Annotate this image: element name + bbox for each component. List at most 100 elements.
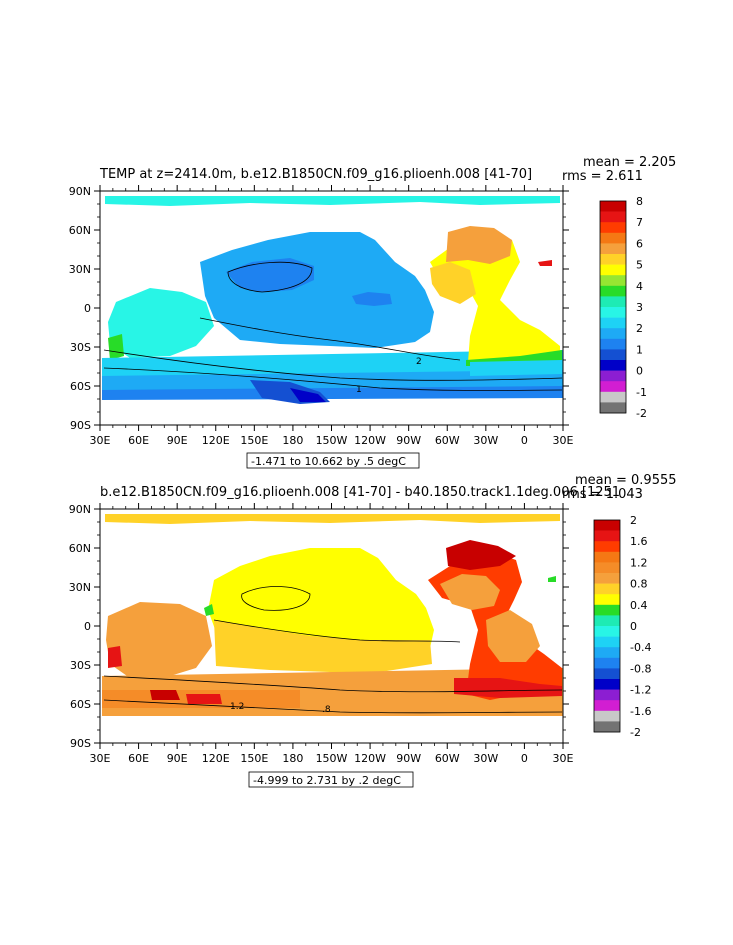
y-tick-label: 90N [69, 503, 91, 516]
colorbar-label: 0 [630, 620, 637, 633]
p1-contour-0 [103, 367, 563, 391]
colorbar-swatch [594, 636, 620, 648]
p2-arctic-band [105, 514, 560, 524]
p1-equatorial-patch [352, 292, 392, 306]
colorbar-label: 0 [636, 365, 643, 378]
panel-2-contour-info: -4.999 to 2.731 by .2 degC [253, 774, 401, 787]
p1-contour-2 [199, 317, 461, 361]
panel-2-rms: rms = 1.043 [562, 487, 643, 502]
x-tick-label: 30E [90, 752, 111, 765]
colorbar-label: 2 [636, 322, 643, 335]
x-tick-label: 150W [316, 752, 348, 765]
colorbar-swatch [600, 201, 626, 212]
p1-med-patch [538, 260, 552, 266]
x-tick-label: 30W [473, 752, 498, 765]
y-tick-label: 90S [70, 737, 91, 750]
colorbar-swatch [594, 594, 620, 606]
p1-atl-south-strip [470, 360, 562, 376]
panel-2-difference-map: b.e12.B1850CN.f09_g16.plioenh.008 [41-70… [69, 473, 677, 788]
x-tick-label: 30W [473, 434, 498, 447]
colorbar-swatch [600, 391, 626, 403]
colorbar-swatch [594, 710, 620, 722]
p1-southern-band-2 [102, 370, 563, 392]
panel-2-mean: mean = 0.9555 [575, 473, 677, 488]
p2-south-atlantic-patch [486, 610, 540, 662]
colorbar-swatch [600, 296, 626, 308]
x-tick-label: 120E [202, 752, 230, 765]
p1-contour-label-1: 1 [356, 385, 362, 395]
x-tick-label: 90E [167, 434, 188, 447]
colorbar-swatch [594, 721, 620, 733]
panel-1-colorbar: 8 7 6 5 4 3 2 1 0 -1 -2 [599, 195, 647, 420]
colorbar-swatch [594, 583, 620, 595]
colorbar-label: 4 [636, 280, 643, 293]
colorbar-swatch [594, 626, 620, 637]
colorbar-swatch [600, 243, 626, 255]
p1-north-pacific-patch [226, 258, 314, 292]
colorbar-swatch [594, 657, 620, 669]
colorbar-swatch [600, 211, 626, 223]
colorbar-swatch [600, 264, 626, 276]
colorbar-swatch [594, 668, 620, 680]
colorbar-swatch [600, 275, 626, 287]
p2-indian-red-patch [108, 646, 122, 668]
colorbar-swatch [600, 402, 626, 414]
y-tick-label: 60N [69, 224, 91, 237]
x-tick-label: 120E [202, 434, 230, 447]
p1-green-patch [108, 334, 124, 360]
x-tick-label: 30E [553, 434, 574, 447]
p2-red-spot-1 [150, 690, 180, 700]
panel-1-mean: mean = 2.205 [583, 155, 676, 170]
x-tick-label: 60W [435, 434, 460, 447]
p1-gulf-patch [430, 262, 476, 304]
y-tick-label: 60S [70, 380, 91, 393]
p2-north-atlantic-patch [440, 574, 500, 610]
p2-red-spot-2 [186, 694, 222, 704]
panel-1-temp-map: TEMP at z=2414.0m, b.e12.B1850CN.f09_g16… [69, 155, 676, 469]
x-tick-label: 120W [354, 434, 386, 447]
p2-contour-closed [241, 586, 311, 611]
y-tick-label: 30N [69, 581, 91, 594]
panel-1-contours [103, 261, 563, 391]
x-tick-label: 60W [435, 752, 460, 765]
p1-contour-1 [103, 349, 563, 381]
colorbar-label: 2 [630, 514, 637, 527]
x-tick-label: 180 [282, 752, 303, 765]
y-tick-label: 30S [70, 659, 91, 672]
panel-2-map-fields [102, 514, 563, 716]
x-tick-label: 0 [521, 434, 528, 447]
colorbar-swatch [594, 647, 620, 659]
colorbar-label: 7 [636, 216, 643, 229]
x-tick-label: 150E [240, 434, 268, 447]
x-tick-label: 30E [90, 434, 111, 447]
p1-southern-band-1 [102, 350, 563, 378]
colorbar-swatch [600, 254, 626, 265]
colorbar-label: -0.4 [630, 641, 651, 654]
colorbar-swatch [600, 381, 626, 393]
colorbar-swatch [600, 232, 626, 244]
p2-contour-3 [103, 699, 563, 714]
x-tick-label: 150E [240, 752, 268, 765]
p2-contour-label-2: .8 [322, 705, 331, 715]
colorbar-label: 3 [636, 301, 643, 314]
colorbar-swatch [600, 307, 626, 318]
colorbar-label: 1 [636, 343, 643, 356]
p2-green-spot-2 [548, 576, 556, 582]
panel-1-rms: rms = 2.611 [562, 169, 643, 184]
colorbar-swatch [594, 679, 620, 690]
colorbar-swatch [600, 285, 626, 297]
x-tick-label: 60E [128, 752, 149, 765]
colorbar-swatch [594, 541, 620, 553]
p1-atlantic-basin [430, 232, 560, 366]
p1-deep-patch [290, 388, 326, 402]
colorbar-swatch [594, 562, 620, 574]
colorbar-label: -1.2 [630, 684, 651, 697]
panel-2-contour-info-box [248, 771, 414, 788]
panel-2-contours [103, 586, 563, 714]
p2-indian-basin [106, 602, 212, 678]
panel-2-title: b.e12.B1850CN.f09_g16.plioenh.008 [41-70… [100, 485, 620, 500]
p2-contour-2 [103, 675, 563, 693]
colorbar-swatch [594, 615, 620, 627]
colorbar-label: 8 [636, 195, 643, 208]
